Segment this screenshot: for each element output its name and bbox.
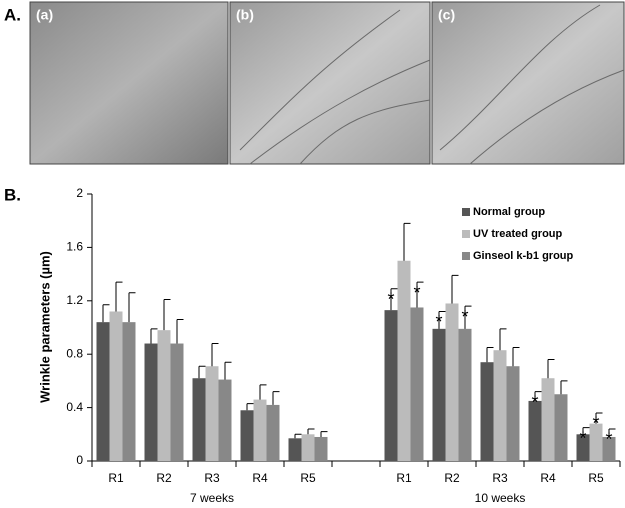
group-label: 7 weeks [190, 491, 234, 505]
photo-label: (b) [236, 7, 254, 23]
error-bar [308, 429, 315, 434]
photo-label: (c) [438, 7, 455, 23]
bar [315, 437, 328, 461]
bar [411, 307, 424, 461]
error-bar [487, 348, 494, 363]
figure: A. (a) (b) (c) B. Wrinkle parameters (µm… [0, 0, 625, 508]
group-label: 10 weeks [475, 491, 526, 505]
x-tick-label: R1 [396, 471, 412, 485]
error-bar [321, 432, 328, 437]
error-bar [548, 360, 555, 379]
bar [398, 261, 411, 461]
bar [97, 322, 110, 461]
error-bar [404, 223, 411, 260]
bar [542, 378, 555, 461]
x-tick-label: R3 [492, 471, 508, 485]
bar [507, 366, 520, 461]
significance: * [461, 307, 468, 327]
error-bar [500, 329, 507, 350]
bar [110, 311, 123, 461]
bar [193, 378, 206, 461]
legend-label: UV treated group [473, 228, 563, 240]
photo-label: (a) [36, 7, 53, 23]
y-tick-label: 0 [76, 453, 83, 467]
x-tick-label: R4 [252, 471, 268, 485]
x-tick-label: R1 [108, 471, 124, 485]
legend-swatch [462, 230, 470, 238]
legend-label: Normal group [473, 206, 545, 218]
photo [432, 2, 624, 164]
x-tick-label: R2 [156, 471, 172, 485]
bar [433, 329, 446, 461]
error-bar [247, 404, 254, 411]
error-bar [212, 344, 219, 367]
error-bar [561, 381, 568, 394]
error-bar [452, 275, 459, 303]
y-tick-label: 0.8 [66, 346, 83, 360]
error-bar [273, 392, 280, 405]
bar [267, 405, 280, 461]
error-bar [129, 293, 136, 322]
y-tick-label: 1.6 [66, 240, 83, 254]
error-bar [199, 366, 206, 378]
significance: * [413, 283, 420, 303]
error-bar [295, 434, 302, 438]
significance: * [605, 430, 612, 450]
significance: * [592, 414, 599, 434]
bar [254, 400, 267, 461]
y-tick-label: 2 [76, 186, 83, 200]
bar [302, 434, 315, 461]
photo [230, 2, 430, 164]
y-tick-label: 0.4 [66, 400, 83, 414]
bar [446, 303, 459, 461]
error-bar [151, 329, 158, 344]
x-tick-label: R4 [540, 471, 556, 485]
significance: * [579, 428, 586, 448]
error-bar [116, 282, 123, 311]
error-bar [225, 362, 232, 379]
bar [145, 344, 158, 461]
y-tick-label: 1.2 [66, 293, 83, 307]
error-bar [260, 385, 267, 400]
bar [123, 322, 136, 461]
legend-swatch [462, 252, 470, 260]
bar [206, 366, 219, 461]
x-tick-label: R5 [588, 471, 604, 485]
bar [459, 329, 472, 461]
error-bar [177, 319, 184, 343]
bar [555, 394, 568, 461]
panel-label: A. [4, 5, 21, 24]
bar [171, 344, 184, 461]
x-tick-label: R3 [204, 471, 220, 485]
bar [289, 438, 302, 461]
x-tick-label: R5 [300, 471, 316, 485]
bar [385, 310, 398, 461]
legend-swatch [462, 208, 470, 216]
significance: * [531, 392, 538, 412]
significance: * [435, 312, 442, 332]
bar [241, 410, 254, 461]
y-axis-title: Wrinkle parameters (µm) [37, 251, 52, 403]
error-bar [164, 299, 171, 330]
x-tick-label: R2 [444, 471, 460, 485]
bar [219, 380, 232, 461]
bar [494, 350, 507, 461]
panel-label: B. [4, 185, 21, 204]
bar [158, 330, 171, 461]
significance: * [387, 290, 394, 310]
error-bar [103, 305, 110, 322]
error-bar [513, 348, 520, 367]
photo [30, 2, 228, 164]
legend-label: Ginseol k-b1 group [473, 250, 574, 262]
bar [481, 362, 494, 461]
